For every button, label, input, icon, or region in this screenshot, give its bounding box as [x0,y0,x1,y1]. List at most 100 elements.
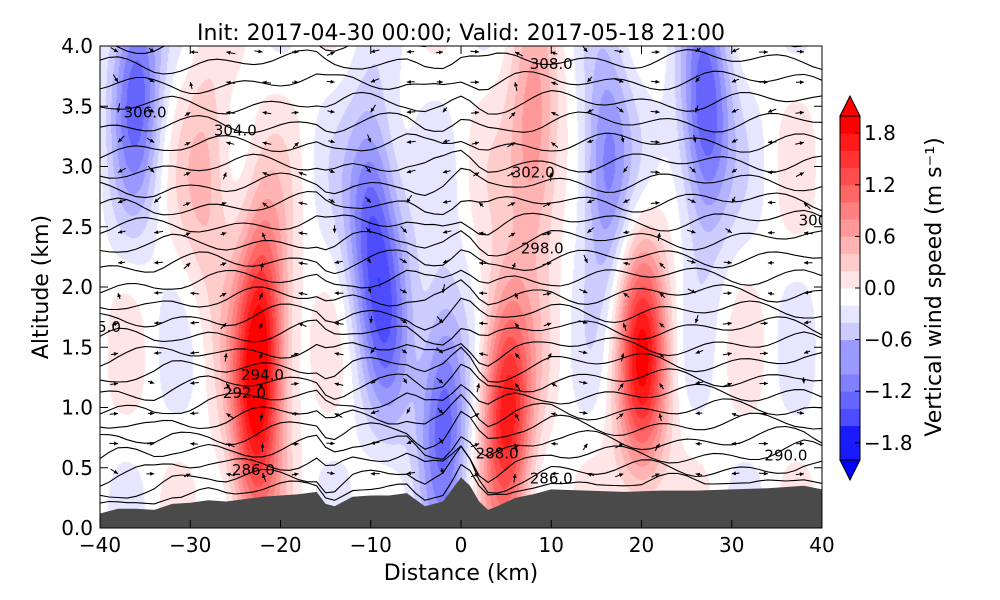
wind-vector-head [113,470,118,474]
x-tick-label: −40 [79,533,121,557]
isentrope-label: 308.0 [530,55,573,73]
wind-vector-head [475,80,480,85]
wind-vector-head [803,231,809,236]
isentrope-contours [100,46,822,505]
wind-vector-head [226,50,231,55]
wind-vector-head [190,411,195,416]
x-tick-label: −30 [169,533,211,557]
wind-vector-head [226,110,231,115]
wind-vector-head [727,321,732,326]
wind-vector-head [226,141,231,146]
wind-vector-head [727,260,732,265]
wind-vector-head [113,382,118,386]
wind-vector-head [442,139,448,144]
isentrope-label: 294.0 [241,366,284,384]
wind-vector-head [118,260,123,265]
wind-vector-head [185,473,191,478]
wind-vector-head [438,50,443,55]
wind-vector-head [402,289,407,293]
isentrope-label: 306.0 [124,103,167,121]
wind-vector-head [259,293,263,298]
wind-vector-head [691,229,696,234]
y-tick-label: 4.0 [61,34,93,58]
wind-vector-head [731,168,737,173]
wind-vector-head [731,108,737,113]
isentrope-label: 300 [799,212,828,230]
wind-vector-head [185,202,191,206]
wind-vector-head [406,471,412,476]
wind-vector-head [691,289,696,293]
wind-vector-head [587,472,592,477]
x-axis-label: Distance (km) [384,561,539,586]
y-tick-label: 3.0 [61,155,93,179]
wind-vector-head [294,49,299,54]
colorbar-extend-min [839,459,861,482]
wind-vector-head [406,198,411,203]
wind-vector-head [298,231,303,236]
wind-vector-head [262,172,267,176]
x-tick-label: 40 [809,533,834,557]
wind-vector-head [512,473,517,478]
isentrope-label: 302.0 [512,164,555,182]
colorbar-segment [840,305,860,323]
colorbar-label: Vertical wind speed (m s⁻¹) [922,137,947,436]
wind-vector-head [655,170,660,175]
wind-vector-head [149,380,155,384]
y-tick-label: 1.5 [61,335,93,359]
wind-vector-head [118,199,123,204]
colorbar-tick-label: 0.0 [864,276,896,300]
wind-vector-head [370,348,375,354]
wind-vector-head [366,198,371,203]
isentrope-line [100,363,822,401]
isentrope-line [100,230,822,257]
wind-vector-head [221,232,227,236]
colorbar-segment [840,442,860,461]
wind-vector-head [438,349,443,354]
wind-vector-head [474,172,480,177]
wind-vector-head [659,353,664,358]
wind-vector-head [619,78,624,83]
wind-vector-head [113,352,118,357]
isentrope-line [100,209,822,236]
wind-vector-head [694,318,699,324]
wind-vector-head [619,108,624,113]
wind-vector-head [623,293,628,297]
wind-vector-head [479,231,484,236]
wind-vector-head [406,49,411,54]
wind-vector-head [623,261,628,266]
wind-vector-head [185,232,191,237]
wind-vector-head [619,413,624,418]
wind-vector-head [583,47,588,52]
isentrope-line [100,70,822,95]
isentrope-label: 290.0 [764,447,807,465]
wind-vector-head [583,380,588,385]
wind-vector-head [330,169,335,173]
colorbar-segment [840,339,860,358]
colorbar-tick-label: 1.2 [864,173,896,197]
isentrope-line [100,149,822,179]
wind-vector-head [294,381,299,386]
wind-vector-head [763,381,768,386]
wind-vector-head [330,441,335,446]
wind-vector-head [438,318,443,324]
wind-vector-head [438,80,443,84]
wind-vector-head [367,288,372,293]
wind-vector-head [583,350,588,355]
wind-vector-head [294,352,299,357]
isentrope-line [100,132,822,159]
wind-vector-head [767,140,772,145]
wind-vector-head [763,50,768,55]
x-axis: −40 −30 −20 −10 0 10 20 30 40 [79,46,835,557]
wind-vector-head [294,411,299,416]
wind-vector-head [731,413,737,417]
wind-vector-head [406,110,411,114]
wind-vector-head [551,441,556,446]
wind-vector-head [731,471,736,476]
wind-vector-head [294,442,299,447]
wind-vector-head [114,441,118,446]
wind-vector-head [370,410,376,415]
wind-vector-head [154,230,159,235]
x-tick-label: −20 [259,533,301,557]
wind-vector-head [587,199,592,203]
